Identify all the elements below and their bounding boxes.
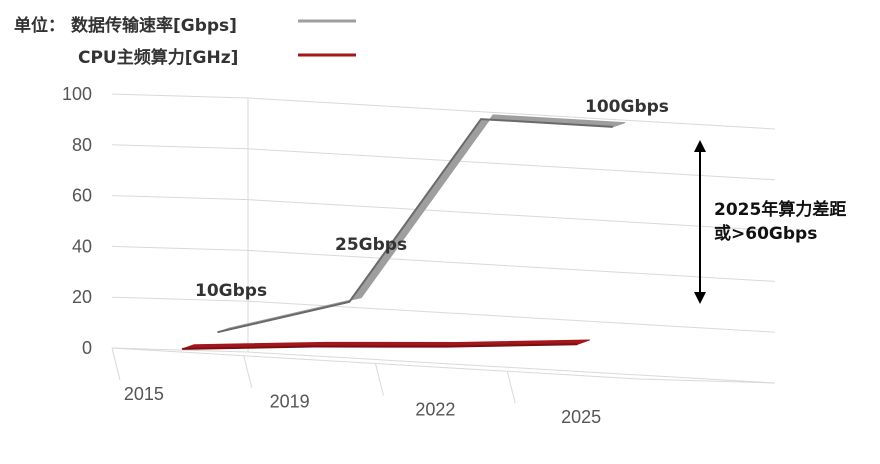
y-tick-label: 40 [72,236,92,256]
x-tick-label: 2025 [561,407,601,427]
gridline-60 [111,195,776,232]
gridlines [111,93,776,404]
legend-entry-cpu: CPU主频算力[GHz] [78,47,238,68]
legend-unit-label: 单位： [14,15,65,36]
axes: 0 20 40 60 80 100 2015 2019 2022 2025 [62,84,601,427]
gridline-100 [111,93,776,130]
y-tick-label: 20 [72,287,92,307]
gridline-20 [111,296,776,333]
series-edge-0 [217,118,613,334]
legend-entry-transfer-rate: 数据传输速率[Gbps] [71,15,237,36]
series [181,114,626,350]
x-tick [375,363,384,396]
gridline-40 [111,245,776,282]
x-tick-label: 2015 [124,384,164,404]
series-edge-1 [182,343,578,350]
y-tick-label: 0 [82,338,92,358]
data-label-25gbps: 25Gbps [335,235,407,255]
y-tick-label: 80 [72,135,92,155]
x-tick [111,347,121,381]
x-tick [243,355,253,388]
data-label-100gbps: 100Gbps [585,97,669,117]
gridline-0 [111,347,776,384]
gap-annotation-line-1: 2025年算力差距 [714,199,846,220]
x-tick-label: 2022 [415,399,455,419]
data-label-10gbps: 10Gbps [195,281,267,301]
y-tick-label: 100 [62,84,92,104]
x-tick-label: 2019 [270,392,310,412]
y-tick-label: 60 [72,186,92,206]
gap-annotation-line-2: 或>60Gbps [714,223,817,244]
x-tick [506,371,516,404]
gap-arrow-head-top [694,140,706,152]
series-ribbon-0 [217,114,626,333]
floor-outline [111,347,776,384]
gap-arrow-head-bottom [694,292,706,304]
